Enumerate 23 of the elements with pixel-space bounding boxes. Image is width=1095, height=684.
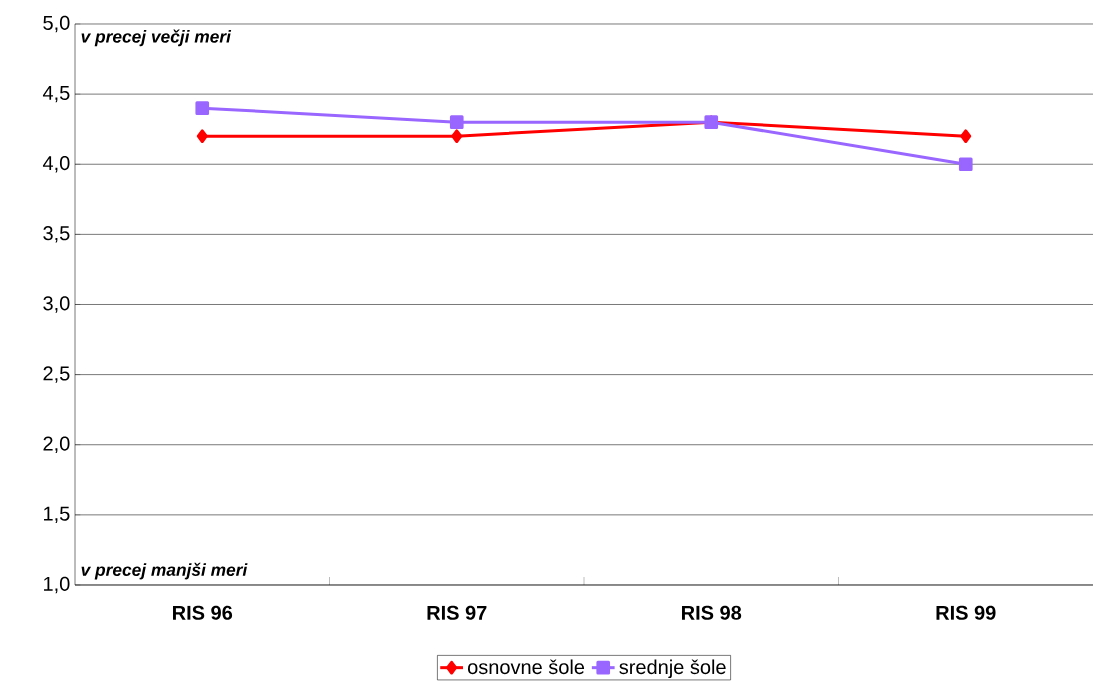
x-tick-label: RIS 98 [682, 605, 742, 620]
point [960, 129, 972, 144]
y-tick-label: 2,5 [43, 366, 70, 383]
x-tick-label: RIS 97 [427, 605, 487, 620]
legend-label: srednje šole [619, 659, 726, 679]
x-tick-label: RIS 99 [936, 605, 996, 620]
y-tick-label: 4,5 [42, 85, 70, 103]
y-tick-label: 3,0 [43, 296, 70, 313]
y-tick-label: 1,0 [44, 576, 70, 594]
point [195, 101, 210, 115]
y-tick-label: 4,0 [42, 155, 70, 173]
annotation: v precej večji meri [81, 29, 232, 47]
y-tick-label: 3,5 [43, 226, 70, 243]
x-tick-label: RIS 96 [173, 605, 233, 620]
point [451, 129, 463, 144]
y-tick-label: 2,0 [43, 436, 70, 453]
point [958, 157, 973, 172]
point [449, 115, 464, 129]
point [196, 129, 208, 144]
y-tick-label: 1,5 [44, 506, 70, 524]
y-tick-label: 5,0 [43, 15, 70, 33]
legend-label: osnovne šole [467, 659, 585, 675]
annotation: v precej manjši meri [81, 562, 248, 580]
